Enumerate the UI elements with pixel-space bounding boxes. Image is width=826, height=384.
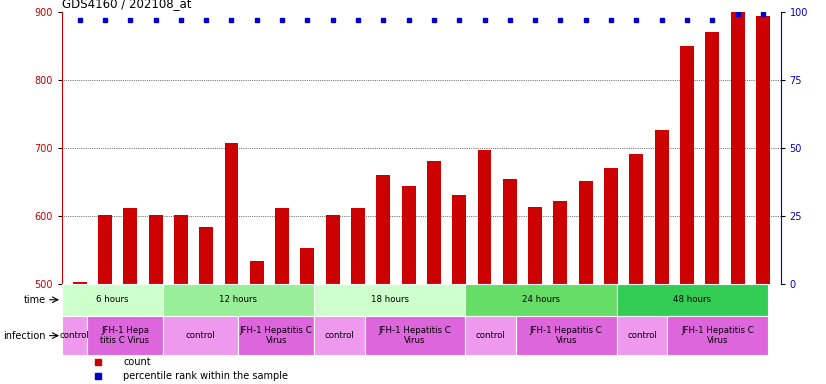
Bar — [199, 227, 213, 284]
Text: control: control — [325, 331, 354, 340]
Bar — [98, 215, 112, 284]
Bar — [225, 143, 239, 284]
Bar — [73, 282, 87, 284]
Text: JFH-1 Hepatitis C
Virus: JFH-1 Hepatitis C Virus — [529, 326, 603, 345]
Bar — [62, 316, 88, 356]
Bar — [239, 316, 314, 356]
Text: count: count — [123, 358, 150, 367]
Bar — [174, 215, 188, 284]
Text: control: control — [627, 331, 657, 340]
Text: 12 hours: 12 hours — [220, 295, 258, 304]
Bar — [123, 208, 137, 284]
Bar — [62, 284, 163, 316]
Text: control: control — [476, 331, 506, 340]
Bar — [314, 316, 364, 356]
Bar — [149, 215, 163, 284]
Text: 24 hours: 24 hours — [522, 295, 560, 304]
Bar — [364, 316, 465, 356]
Bar — [705, 32, 719, 284]
Bar — [401, 186, 415, 284]
Bar — [617, 284, 768, 316]
Text: 6 hours: 6 hours — [96, 295, 129, 304]
Text: 48 hours: 48 hours — [673, 295, 711, 304]
Bar — [163, 284, 314, 316]
Bar — [351, 208, 365, 284]
Bar — [553, 201, 567, 284]
Bar — [465, 316, 515, 356]
Bar — [579, 181, 593, 284]
Text: control: control — [186, 331, 216, 340]
Text: infection: infection — [3, 331, 45, 341]
Bar — [655, 130, 668, 284]
Text: JFH-1 Hepatitis C
Virus: JFH-1 Hepatitis C Virus — [240, 326, 313, 345]
Bar — [427, 161, 441, 284]
Bar — [617, 316, 667, 356]
Bar — [275, 208, 289, 284]
Bar — [325, 215, 339, 284]
Bar — [453, 195, 466, 284]
Bar — [503, 179, 517, 284]
Bar — [314, 284, 465, 316]
Text: GDS4160 / 202108_at: GDS4160 / 202108_at — [62, 0, 192, 10]
Bar — [515, 316, 617, 356]
Bar — [756, 16, 770, 284]
Bar — [377, 175, 390, 284]
Bar — [477, 150, 491, 284]
Bar — [604, 168, 618, 284]
Bar — [163, 316, 239, 356]
Text: 18 hours: 18 hours — [371, 295, 409, 304]
Text: JFH-1 Hepa
titis C Virus: JFH-1 Hepa titis C Virus — [101, 326, 150, 345]
Bar — [249, 260, 263, 284]
Bar — [528, 207, 542, 284]
Bar — [680, 46, 694, 284]
Text: JFH-1 Hepatitis C
Virus: JFH-1 Hepatitis C Virus — [681, 326, 754, 345]
Text: JFH-1 Hepatitis C
Virus: JFH-1 Hepatitis C Virus — [378, 326, 451, 345]
Text: percentile rank within the sample: percentile rank within the sample — [123, 371, 288, 381]
Bar — [301, 248, 315, 284]
Text: time: time — [23, 295, 45, 305]
Bar — [667, 316, 768, 356]
Bar — [629, 154, 643, 284]
Text: control: control — [59, 331, 89, 340]
Bar — [465, 284, 617, 316]
Bar — [730, 12, 744, 284]
Bar — [88, 316, 163, 356]
